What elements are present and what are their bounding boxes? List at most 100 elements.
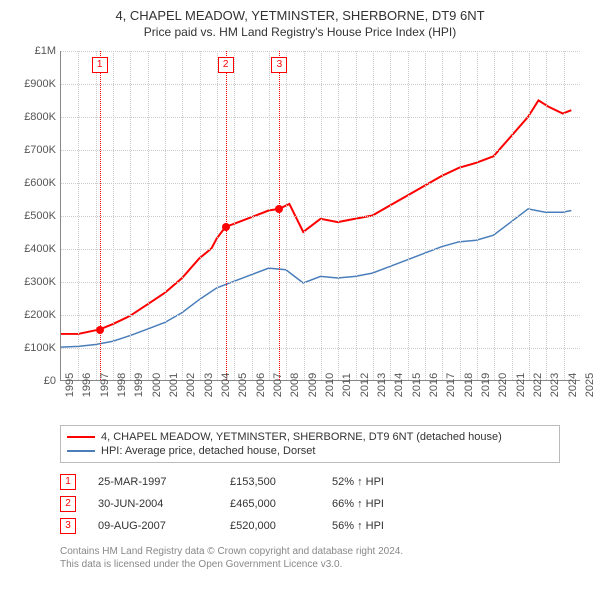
x-axis-label: 2003	[203, 373, 215, 397]
x-axis-label: 2010	[324, 373, 336, 397]
transaction-pct-vs-hpi: 56% ↑ HPI	[332, 520, 432, 532]
gridline-v	[182, 51, 183, 380]
transactions-table: 1 25-MAR-1997 £153,500 52% ↑ HPI 2 30-JUN-200…	[60, 471, 588, 537]
transaction-point-dot	[275, 205, 283, 213]
legend-row: 4, CHAPEL MEADOW, YETMINSTER, SHERBORNE,…	[67, 430, 553, 444]
gridline-v	[304, 51, 305, 380]
legend: 4, CHAPEL MEADOW, YETMINSTER, SHERBORNE,…	[60, 425, 560, 463]
chart-area: 1 2 3 £0 £100K £200K £300K £400K £500K £600K £700…	[12, 45, 588, 415]
transaction-marker-box: 2	[218, 57, 234, 73]
x-axis-label: 2001	[168, 373, 180, 397]
legend-swatch	[67, 436, 95, 438]
x-axis-label: 2016	[428, 373, 440, 397]
transaction-index: 3	[60, 518, 76, 534]
y-axis-label: £800K	[12, 111, 56, 123]
legend-row: HPI: Average price, detached house, Dors…	[67, 444, 553, 458]
y-axis-label: £0	[12, 375, 56, 387]
transaction-point-dot	[96, 326, 104, 334]
y-axis-label: £1M	[12, 45, 56, 57]
x-axis-label: 2000	[151, 373, 163, 397]
transaction-date: 30-JUN-2004	[98, 498, 208, 510]
transaction-marker-line	[226, 51, 227, 380]
x-axis-label: 1999	[133, 373, 145, 397]
y-axis-label: £400K	[12, 243, 56, 255]
transaction-marker-box: 3	[271, 57, 287, 73]
footer-attribution: Contains HM Land Registry data © Crown c…	[60, 545, 588, 571]
x-axis-label: 1996	[81, 373, 93, 397]
transaction-point-dot	[222, 223, 230, 231]
gridline-v	[373, 51, 374, 380]
transaction-price: £465,000	[230, 498, 310, 510]
gridline-v	[217, 51, 218, 380]
y-axis-label: £500K	[12, 210, 56, 222]
chart-subtitle: Price paid vs. HM Land Registry's House …	[12, 25, 588, 39]
x-axis-label: 2005	[237, 373, 249, 397]
gridline-v	[200, 51, 201, 380]
x-axis-label: 2020	[497, 373, 509, 397]
x-axis-label: 2007	[272, 373, 284, 397]
transaction-index: 1	[60, 474, 76, 490]
x-axis-label: 2008	[289, 373, 301, 397]
x-axis-label: 1997	[99, 373, 111, 397]
x-axis-label: 2013	[376, 373, 388, 397]
transaction-row: 3 09-AUG-2007 £520,000 56% ↑ HPI	[60, 515, 588, 537]
x-axis-label: 2017	[445, 373, 457, 397]
gridline-v	[78, 51, 79, 380]
gridline-v	[408, 51, 409, 380]
x-axis-label: 2004	[220, 373, 232, 397]
transaction-marker-line	[279, 51, 280, 380]
gridline-v	[321, 51, 322, 380]
gridline-v	[546, 51, 547, 380]
x-axis-label: 2014	[393, 373, 405, 397]
y-axis-label: £300K	[12, 276, 56, 288]
x-axis-label: 2012	[359, 373, 371, 397]
x-axis-label: 1995	[64, 373, 76, 397]
gridline-v	[425, 51, 426, 380]
gridline-v	[356, 51, 357, 380]
gridline-v	[148, 51, 149, 380]
y-axis-label: £900K	[12, 78, 56, 90]
plot-area: 1 2 3	[60, 51, 580, 381]
y-axis-label: £200K	[12, 309, 56, 321]
gridline-v	[286, 51, 287, 380]
y-axis-label: £600K	[12, 177, 56, 189]
x-axis-label: 2025	[584, 373, 596, 397]
x-axis-label: 1998	[116, 373, 128, 397]
x-axis-label: 2019	[480, 373, 492, 397]
transaction-price: £520,000	[230, 520, 310, 532]
gridline-v	[564, 51, 565, 380]
transaction-price: £153,500	[230, 476, 310, 488]
x-axis-label: 2023	[549, 373, 561, 397]
legend-label: 4, CHAPEL MEADOW, YETMINSTER, SHERBORNE,…	[101, 431, 502, 443]
x-axis-label: 2011	[341, 373, 353, 397]
transaction-marker-box: 1	[92, 57, 108, 73]
y-axis-label: £100K	[12, 342, 56, 354]
x-axis-label: 2015	[411, 373, 423, 397]
chart-title: 4, CHAPEL MEADOW, YETMINSTER, SHERBORNE,…	[12, 8, 588, 25]
gridline-v	[460, 51, 461, 380]
gridline-v	[529, 51, 530, 380]
transaction-date: 09-AUG-2007	[98, 520, 208, 532]
gridline-v	[494, 51, 495, 380]
gridline-v	[442, 51, 443, 380]
gridline-v	[512, 51, 513, 380]
transaction-date: 25-MAR-1997	[98, 476, 208, 488]
x-axis-label: 2024	[567, 373, 579, 397]
gridline-v	[338, 51, 339, 380]
transaction-index: 2	[60, 496, 76, 512]
gridline-v	[269, 51, 270, 380]
gridline-v	[252, 51, 253, 380]
transaction-row: 1 25-MAR-1997 £153,500 52% ↑ HPI	[60, 471, 588, 493]
x-axis-label: 2021	[515, 373, 527, 397]
transaction-pct-vs-hpi: 52% ↑ HPI	[332, 476, 432, 488]
x-axis-label: 2006	[255, 373, 267, 397]
x-axis-label: 2018	[463, 373, 475, 397]
gridline-v	[130, 51, 131, 380]
footer-line-1: Contains HM Land Registry data © Crown c…	[60, 545, 588, 558]
gridline-v	[234, 51, 235, 380]
gridline-v	[165, 51, 166, 380]
gridline-v	[477, 51, 478, 380]
y-axis-label: £700K	[12, 144, 56, 156]
transaction-pct-vs-hpi: 66% ↑ HPI	[332, 498, 432, 510]
x-axis-label: 2002	[185, 373, 197, 397]
